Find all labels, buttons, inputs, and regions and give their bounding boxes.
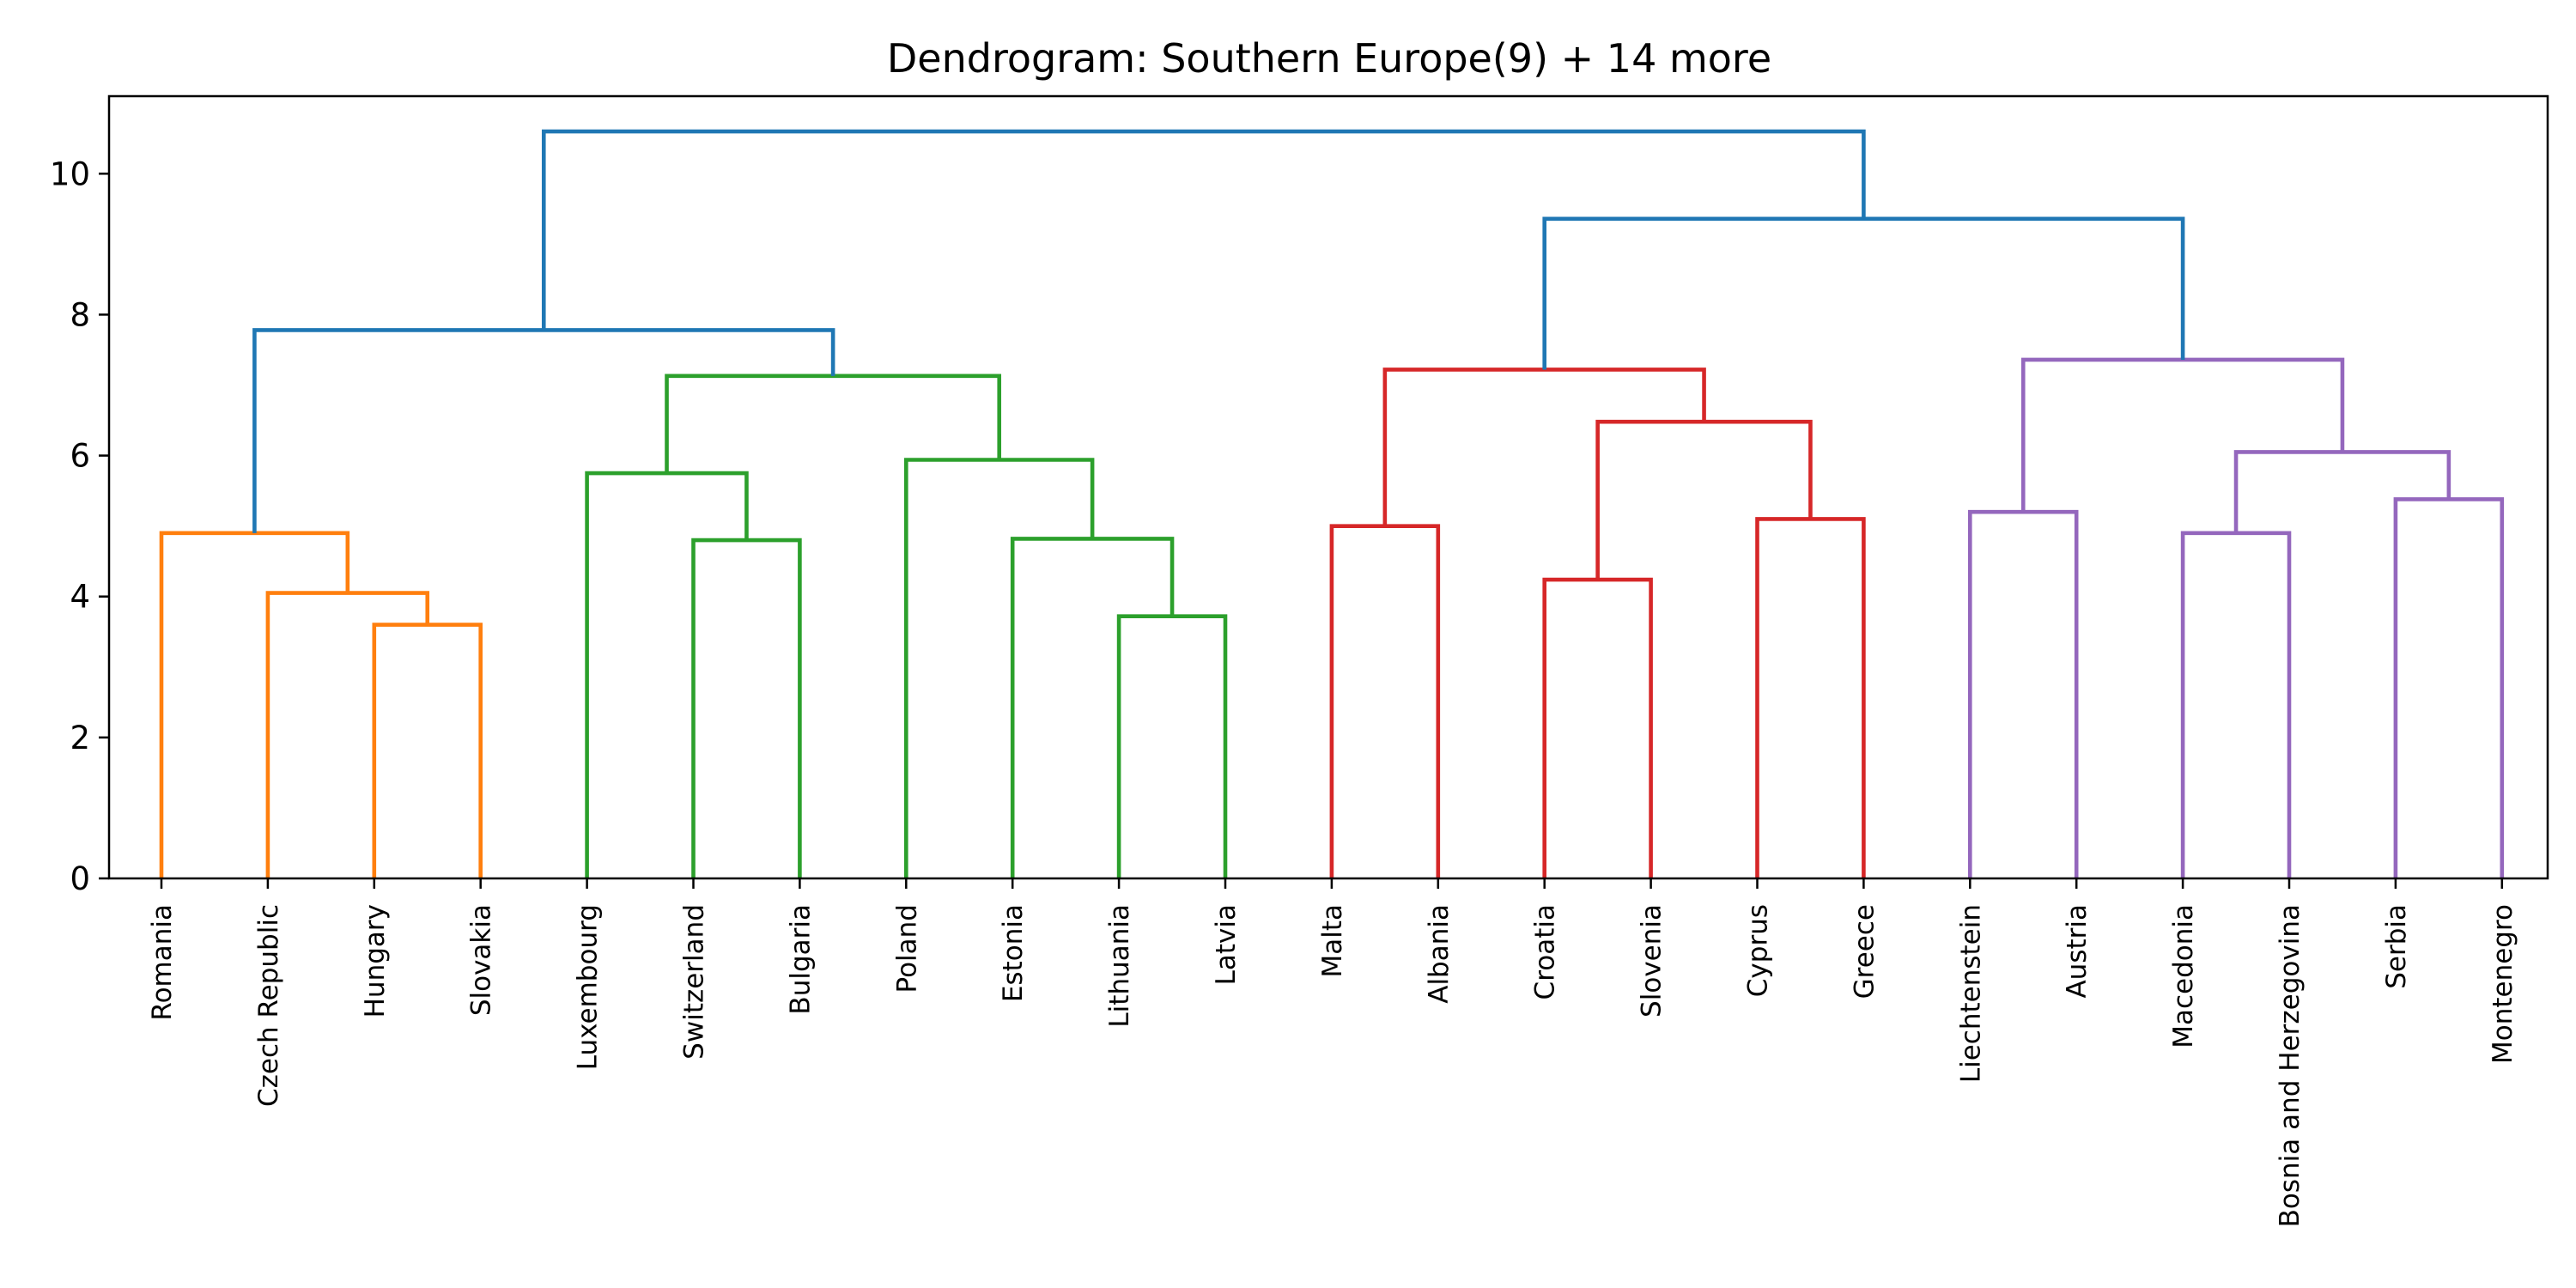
dendrogram-link <box>159 531 350 878</box>
dendrogram-link <box>1382 368 1706 526</box>
dendrogram-link <box>2393 497 2505 878</box>
dendrogram-link <box>1755 517 1866 878</box>
dendrogram-links <box>159 129 2505 878</box>
leaf-label: Slovenia <box>1637 904 1668 1018</box>
dendrogram-link <box>1329 524 1441 878</box>
dendrogram-link <box>1595 419 1813 580</box>
dendrogram-link <box>1542 577 1653 878</box>
dendrogram-link <box>691 538 802 878</box>
dendrogram-link <box>1010 537 1175 878</box>
dendrogram-link <box>585 471 749 878</box>
leaf-label: Bulgaria <box>785 904 816 1015</box>
leaf-label: Malta <box>1317 904 1348 978</box>
dendrogram-link <box>1116 614 1228 878</box>
y-tick-label: 10 <box>50 155 90 192</box>
dendrogram-link <box>2020 357 2345 513</box>
leaf-label: Liechtenstein <box>1955 904 1986 1083</box>
y-tick-label: 0 <box>70 860 90 897</box>
dendrogram-link <box>265 591 430 878</box>
dendrogram-link <box>372 623 483 878</box>
leaf-label: Cyprus <box>1743 904 1774 997</box>
leaf-label: Switzerland <box>679 904 710 1060</box>
y-tick-label: 8 <box>70 296 90 333</box>
leaf-label: Slovakia <box>466 904 497 1016</box>
dendrogram-link <box>2233 450 2451 533</box>
chart-title: Dendrogram: Southern Europe(9) + 14 more <box>887 35 1771 82</box>
dendrogram-link <box>1542 216 2185 370</box>
y-tick-label: 6 <box>70 438 90 475</box>
x-axis: Romania Czech Republic Hungary Slovakia Luxe… <box>147 878 2518 1227</box>
leaf-label: Albania <box>1424 904 1455 1004</box>
leaf-label: Czech Republic <box>253 904 284 1107</box>
y-tick-label: 4 <box>70 579 90 616</box>
leaf-label: Croatia <box>1530 904 1561 999</box>
leaf-label: Lithuania <box>1104 904 1135 1028</box>
leaf-label: Romania <box>147 904 178 1021</box>
leaf-label: Estonia <box>998 904 1029 1002</box>
leaf-label: Latvia <box>1211 904 1242 985</box>
leaf-label: Luxembourg <box>573 904 604 1070</box>
dendrogram-link <box>1968 509 2079 878</box>
leaf-label: Serbia <box>2381 904 2412 989</box>
y-tick-label: 2 <box>70 720 90 756</box>
dendrogram-link <box>904 458 1095 878</box>
leaf-label: Poland <box>891 904 922 993</box>
dendrogram-link <box>2180 531 2292 878</box>
leaf-label: Bosnia and Herzegovina <box>2275 904 2306 1227</box>
leaf-label: Montenegro <box>2488 904 2518 1064</box>
leaf-label: Greece <box>1849 904 1880 999</box>
y-axis: 0 2 4 6 8 10 <box>50 155 109 897</box>
plot-frame <box>107 94 2549 880</box>
leaf-label: Austria <box>2062 904 2093 999</box>
dendrogram-link <box>541 129 1866 331</box>
leaf-label: Hungary <box>360 904 391 1018</box>
leaf-label: Macedonia <box>2168 904 2199 1048</box>
